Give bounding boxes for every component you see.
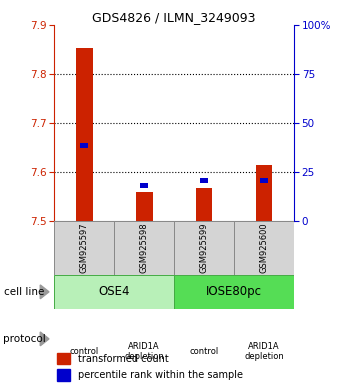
Text: GSM925599: GSM925599 — [199, 222, 209, 273]
Text: ARID1A
depletion: ARID1A depletion — [124, 342, 164, 361]
FancyBboxPatch shape — [114, 221, 174, 275]
Text: protocol: protocol — [4, 334, 46, 344]
Bar — [76, 48, 93, 221]
Polygon shape — [40, 332, 49, 346]
Text: GSM925600: GSM925600 — [260, 222, 268, 273]
Text: transformed count: transformed count — [78, 354, 169, 364]
Text: IOSE80pc: IOSE80pc — [206, 285, 262, 298]
Bar — [140, 183, 148, 187]
FancyBboxPatch shape — [54, 275, 174, 309]
Text: ARID1A
depletion: ARID1A depletion — [244, 342, 284, 361]
Bar — [260, 178, 268, 183]
Text: GSM925598: GSM925598 — [140, 222, 149, 273]
Text: GSM925597: GSM925597 — [80, 222, 89, 273]
Title: GDS4826 / ILMN_3249093: GDS4826 / ILMN_3249093 — [92, 11, 256, 24]
FancyBboxPatch shape — [174, 221, 234, 275]
FancyBboxPatch shape — [234, 221, 294, 275]
Text: cell line: cell line — [4, 287, 44, 297]
Bar — [136, 192, 153, 221]
FancyBboxPatch shape — [54, 221, 114, 275]
Text: control: control — [189, 347, 219, 356]
Bar — [256, 166, 272, 221]
Polygon shape — [40, 285, 49, 299]
Bar — [57, 369, 70, 381]
Text: OSE4: OSE4 — [98, 285, 130, 298]
Text: percentile rank within the sample: percentile rank within the sample — [78, 370, 243, 380]
Text: control: control — [70, 347, 99, 356]
FancyBboxPatch shape — [174, 275, 294, 309]
Bar — [80, 144, 89, 148]
Bar — [57, 353, 70, 364]
Bar — [200, 178, 208, 183]
Bar — [196, 188, 212, 221]
